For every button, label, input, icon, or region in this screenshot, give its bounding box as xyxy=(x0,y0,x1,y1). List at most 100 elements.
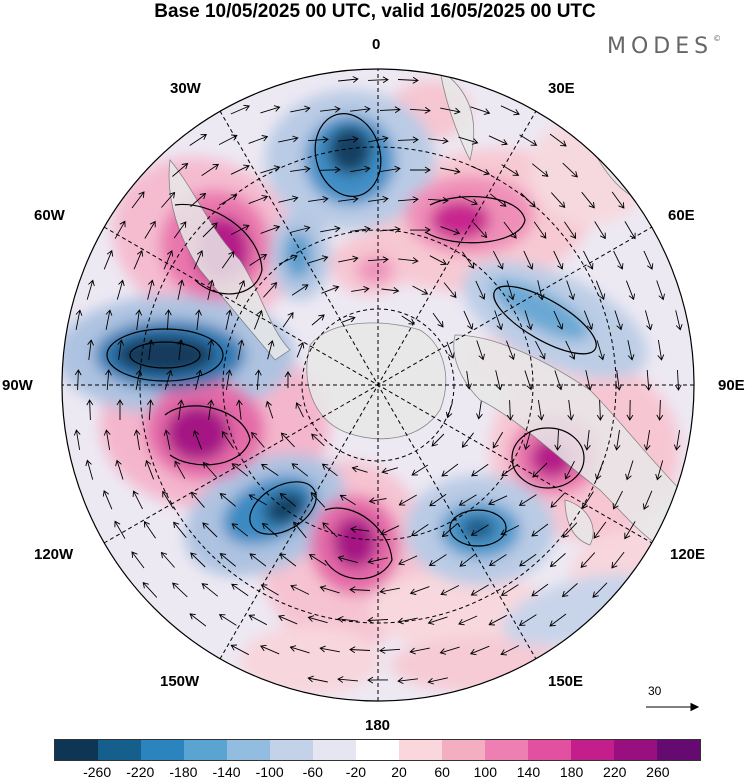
wind-vector xyxy=(231,583,249,597)
wind-vector xyxy=(613,430,621,451)
wind-vector xyxy=(116,279,125,300)
wind-vector xyxy=(505,340,516,361)
wind-vector xyxy=(463,310,474,330)
wind-vector xyxy=(656,399,664,421)
wind-vector xyxy=(397,136,419,144)
wind-vector xyxy=(231,523,249,537)
wind-vector xyxy=(500,105,520,116)
colorbar-swatch xyxy=(184,740,227,760)
wind-vector xyxy=(75,309,83,330)
colorbar-tick-label: -180 xyxy=(169,764,198,780)
wind-vector xyxy=(144,459,155,480)
wind-vector xyxy=(202,522,218,538)
wind-vector xyxy=(350,105,371,113)
wind-vector xyxy=(340,315,356,324)
wind-vector xyxy=(202,222,218,238)
wind-vector xyxy=(162,490,174,509)
wind-vector xyxy=(321,285,340,294)
colorbar-swatch xyxy=(442,740,485,760)
wind-vector xyxy=(500,584,519,596)
wind-vector xyxy=(580,552,596,569)
wind-vector xyxy=(596,340,605,361)
wind-vector xyxy=(308,255,329,264)
lon-label-60w: 60W xyxy=(34,207,65,224)
wind-vector xyxy=(381,467,398,475)
colorbar-swatch xyxy=(141,740,184,760)
wind-vector xyxy=(471,463,489,477)
wind-vector xyxy=(503,221,517,239)
wind-vector xyxy=(279,493,296,507)
wind-vector xyxy=(277,614,298,625)
wind-vector xyxy=(311,314,325,326)
colorbar-tick-label: 180 xyxy=(559,764,584,780)
wind-vector xyxy=(221,251,235,269)
wind-vector xyxy=(261,522,278,537)
wind-vector xyxy=(201,163,220,176)
wind-vector xyxy=(207,339,215,360)
wind-vector xyxy=(614,310,623,331)
wind-vector xyxy=(73,429,81,450)
wind-vector xyxy=(164,369,173,390)
wind-vector xyxy=(501,164,520,176)
colorbar-tick-label: -20 xyxy=(345,764,367,780)
wind-vector xyxy=(251,431,265,448)
wind-vector xyxy=(254,369,262,390)
wind-vector xyxy=(218,134,238,145)
wind-vector xyxy=(253,309,264,330)
wind-vector xyxy=(290,584,310,595)
wind-vectors xyxy=(73,76,683,685)
wind-vector xyxy=(311,433,325,447)
wind-vector xyxy=(249,553,267,567)
wind-vector xyxy=(280,432,295,448)
wind-vector xyxy=(193,249,204,270)
wind-vector xyxy=(409,106,431,114)
wind-vector xyxy=(114,220,126,239)
lon-label-150e: 150E xyxy=(548,673,584,690)
wind-vector xyxy=(518,614,537,626)
wind-vector xyxy=(523,430,531,451)
wind-vector xyxy=(537,280,545,301)
wind-vector xyxy=(553,310,564,330)
wind-vector xyxy=(381,287,400,294)
wind-vector xyxy=(367,256,389,263)
wind-vector xyxy=(411,464,429,476)
wind-vector xyxy=(367,76,389,84)
wind-vector xyxy=(351,285,370,293)
wind-vector xyxy=(583,430,591,451)
colorbar-tick-label: 60 xyxy=(434,764,450,780)
wind-vector xyxy=(441,463,459,477)
wind-vector xyxy=(367,616,389,624)
wind-vector xyxy=(133,429,141,450)
wind-vector xyxy=(429,255,447,266)
wind-vector xyxy=(501,463,519,477)
lon-label-30e: 30E xyxy=(548,80,575,97)
wind-vector xyxy=(500,645,520,656)
wind-vector xyxy=(506,400,514,421)
wind-vector xyxy=(278,135,299,143)
wind-vector xyxy=(320,105,341,113)
reference-vector-arrow xyxy=(646,702,700,712)
reference-vector-label: 30 xyxy=(648,684,662,698)
wind-vector xyxy=(319,585,340,594)
wind-vector xyxy=(642,490,653,511)
wind-vector xyxy=(225,369,233,390)
wind-vector xyxy=(230,224,250,235)
wind-vector xyxy=(440,585,460,596)
wind-vector xyxy=(524,370,533,391)
wind-vector xyxy=(535,340,546,360)
colorbar-ticks: -260 -220 -180 -140 -100 -60 -20 20 60 100 140 180 2… xyxy=(0,764,750,783)
wind-vector xyxy=(161,191,176,208)
wind-vector xyxy=(189,134,208,146)
wind-vector xyxy=(189,613,207,627)
wind-vector xyxy=(147,339,155,360)
colorbar-tick-label: -260 xyxy=(83,764,112,780)
wind-vector xyxy=(566,280,575,301)
lon-label-90e: 90E xyxy=(718,377,745,394)
colorbar-tick-label: 100 xyxy=(473,764,498,780)
wind-vector xyxy=(470,106,491,115)
wind-vector xyxy=(458,494,477,506)
wind-vector xyxy=(279,553,297,567)
wind-vector xyxy=(397,677,418,685)
wind-vector xyxy=(248,614,268,626)
